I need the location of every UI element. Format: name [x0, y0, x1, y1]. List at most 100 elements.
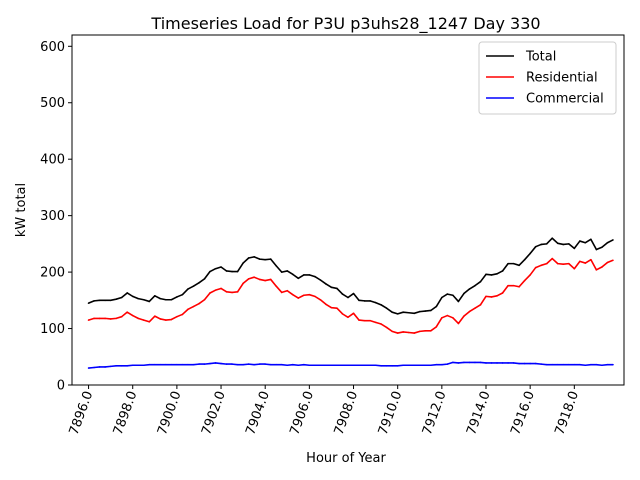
data-point: [612, 239, 614, 241]
data-point: [109, 365, 112, 368]
data-point: [115, 365, 117, 367]
data-point: [380, 304, 382, 306]
data-point: [551, 363, 554, 366]
legend-label-commercial: Commercial: [526, 92, 604, 107]
data-point: [275, 285, 278, 288]
data-point: [264, 363, 267, 365]
series-line-residential: [88, 257, 614, 334]
data-point: [154, 363, 156, 366]
data-point: [187, 363, 189, 366]
data-point: [165, 363, 167, 366]
data-point: [579, 240, 581, 242]
data-point: [247, 278, 250, 280]
data-point: [612, 363, 614, 366]
y-tick-label: 100: [40, 322, 65, 337]
data-point: [225, 363, 228, 365]
data-point: [474, 307, 476, 310]
data-point: [269, 278, 272, 281]
series-points-residential: [87, 257, 614, 334]
series-points-total: [87, 237, 614, 315]
data-point: [341, 364, 344, 367]
data-point: [242, 363, 244, 366]
data-point: [247, 363, 250, 365]
data-point: [165, 319, 167, 321]
data-point: [214, 289, 217, 291]
data-point: [148, 363, 151, 366]
data-point: [545, 243, 548, 245]
data-point: [529, 274, 531, 276]
data-point: [358, 319, 360, 321]
data-point: [584, 241, 587, 244]
data-point: [170, 298, 173, 301]
data-point: [568, 363, 570, 366]
data-point: [220, 287, 222, 290]
data-point: [247, 257, 250, 259]
data-point: [154, 315, 156, 317]
series-layer: [87, 237, 614, 369]
data-point: [303, 274, 305, 276]
data-point: [380, 323, 382, 325]
data-point: [612, 259, 614, 262]
data-point: [336, 287, 338, 290]
data-point: [568, 243, 570, 245]
data-point: [590, 258, 592, 261]
data-point: [424, 310, 427, 312]
data-point: [159, 318, 162, 320]
data-point: [446, 293, 449, 295]
data-point: [606, 261, 609, 264]
data-point: [402, 364, 405, 367]
data-point: [601, 364, 603, 367]
data-point: [209, 270, 211, 273]
data-point: [556, 262, 559, 265]
data-point: [159, 363, 162, 366]
data-point: [407, 331, 410, 334]
data-point: [308, 293, 311, 296]
data-point: [165, 298, 167, 301]
data-point: [374, 301, 377, 304]
data-point: [540, 264, 542, 267]
data-point: [187, 308, 189, 311]
data-point: [93, 317, 95, 320]
data-point: [181, 313, 184, 316]
data-point: [463, 315, 465, 317]
data-point: [214, 362, 217, 364]
data-point: [87, 319, 90, 321]
data-point: [413, 312, 416, 315]
data-point: [137, 317, 140, 320]
data-point: [396, 313, 399, 315]
data-point: [280, 291, 283, 294]
data-point: [518, 264, 520, 267]
data-point: [203, 298, 206, 301]
data-point: [601, 266, 603, 268]
data-point: [468, 310, 471, 313]
data-point: [115, 298, 117, 300]
data-point: [430, 309, 432, 312]
data-point: [457, 362, 460, 364]
data-point: [396, 332, 399, 334]
y-tick-label: 500: [40, 96, 65, 111]
data-point: [358, 299, 360, 302]
data-point: [579, 363, 581, 366]
data-point: [275, 363, 278, 366]
data-point: [391, 365, 393, 367]
data-point: [507, 262, 509, 265]
data-point: [407, 311, 410, 314]
data-point: [347, 296, 349, 299]
data-point: [292, 293, 294, 296]
data-point: [534, 266, 537, 269]
data-point: [496, 295, 498, 297]
data-point: [496, 362, 498, 364]
data-point: [142, 319, 145, 321]
data-point: [336, 364, 338, 367]
data-point: [573, 267, 576, 270]
data-point: [148, 320, 151, 323]
data-point: [275, 265, 278, 267]
data-point: [126, 292, 128, 294]
data-point: [418, 310, 421, 313]
data-point: [430, 364, 432, 367]
data-point: [231, 270, 233, 273]
data-point: [308, 364, 311, 367]
data-point: [192, 285, 195, 288]
data-point: [137, 364, 140, 367]
y-tick-label: 600: [40, 40, 65, 55]
